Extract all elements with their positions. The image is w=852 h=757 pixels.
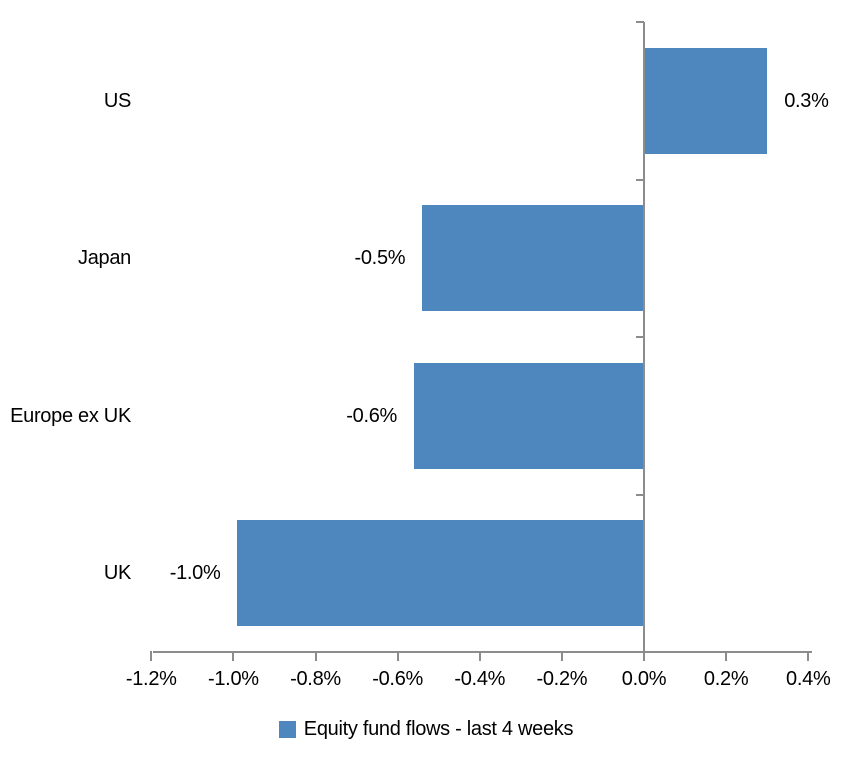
category-boundary-tick [636,178,644,181]
x-axis-tick-label: 0.4% [786,668,831,690]
x-axis-tick [150,651,153,661]
bar-value-label: -0.6% [346,404,398,427]
x-axis-tick-label: -0.6% [372,668,423,690]
x-axis-tick-label: 0.0% [621,668,667,690]
bar-value-label: 0.3% [784,89,829,112]
category-boundary-tick [636,493,644,496]
x-axis-tick [396,651,399,661]
bar [237,520,644,627]
x-axis-tick [314,651,317,661]
category-label: US [103,89,131,112]
zero-line [643,22,645,661]
category-boundary-tick [636,336,644,338]
category-boundary-tick [636,21,644,23]
bar-value-label: -1.0% [169,562,221,585]
category-label: UK [103,562,131,585]
x-axis-line [152,651,812,653]
x-axis-tick-label: -0.2% [536,668,588,690]
category-label: Japan [78,247,131,270]
category-boundary-tick [636,651,644,653]
bar [422,205,644,312]
x-axis-tick-label: -0.4% [454,668,506,690]
legend: Equity fund flows - last 4 weeks [0,718,852,741]
bar-value-label: -0.5% [354,247,406,270]
x-axis-tick-label: -0.8% [290,668,341,690]
x-axis-tick [560,651,563,661]
x-axis-tick [807,651,810,661]
legend-marker-square [278,721,296,738]
legend-label: Equity fund flows - last 4 weeks [303,718,574,740]
bar [644,47,768,154]
x-axis-tick [725,651,728,661]
x-axis-tick-label: 0.2% [703,668,749,690]
x-axis-tick [478,651,481,661]
x-axis-tick-label: -1.0% [208,668,259,690]
bar [414,362,644,469]
x-axis-tick-label: -1.2% [125,668,177,690]
x-axis-tick [232,651,235,661]
category-label: Europe ex UK [10,404,131,427]
